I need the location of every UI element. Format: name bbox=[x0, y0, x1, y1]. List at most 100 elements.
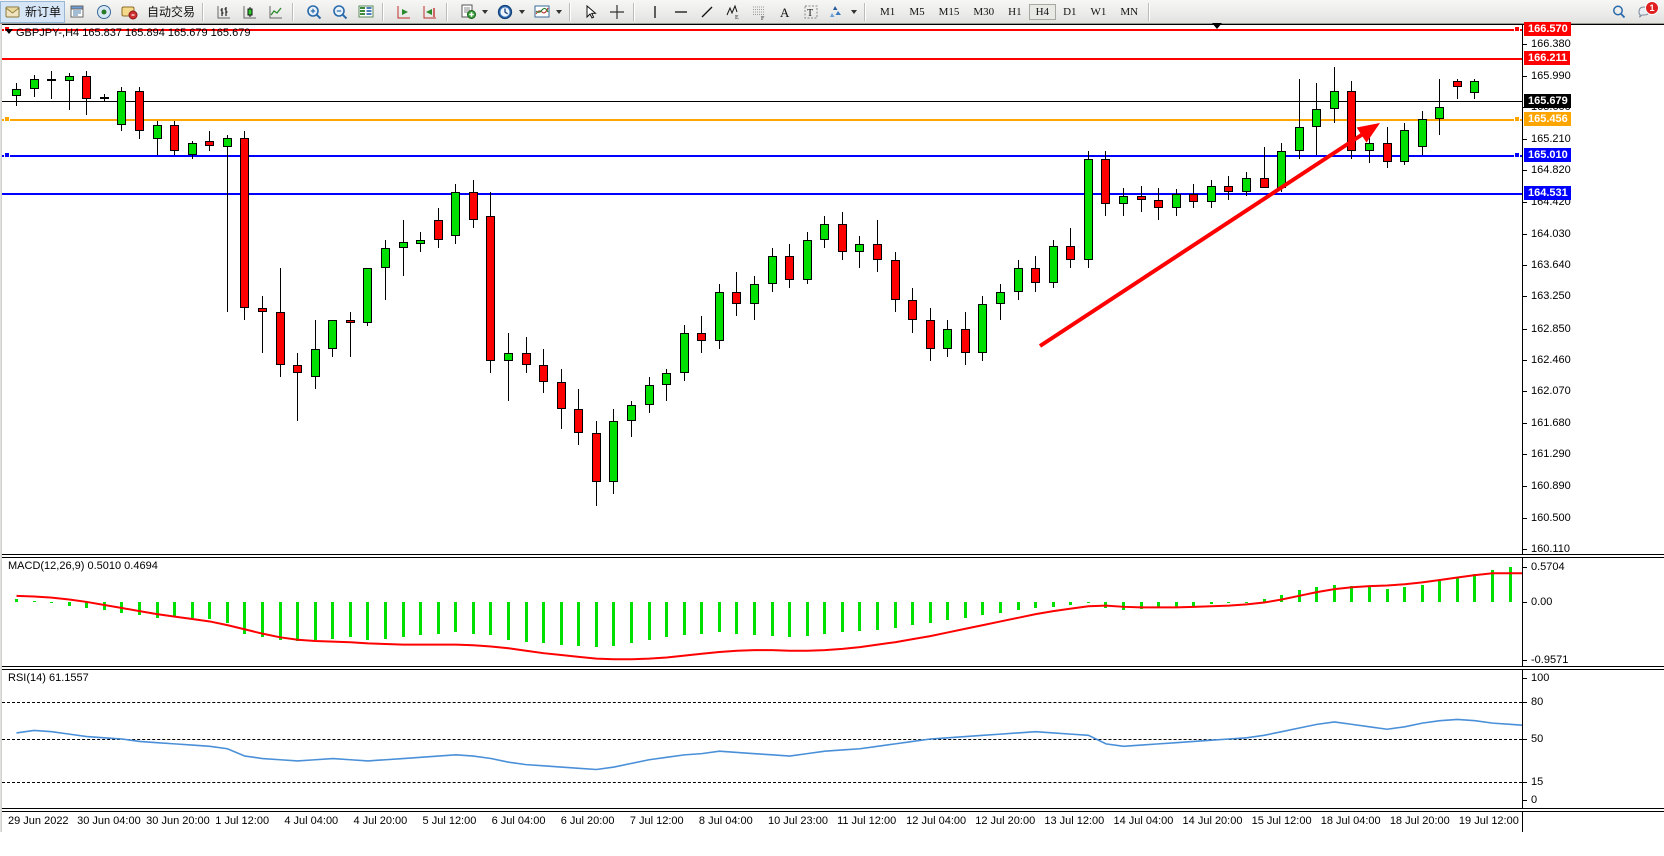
shapes-button[interactable] bbox=[824, 1, 861, 23]
cursor-button[interactable] bbox=[578, 1, 604, 23]
candlestick bbox=[64, 25, 74, 554]
entry-line-handle[interactable] bbox=[4, 115, 10, 122]
zoom-out-button[interactable] bbox=[327, 1, 353, 23]
fibonacci-button[interactable]: F bbox=[746, 1, 772, 23]
time-tick-label: 18 Jul 04:00 bbox=[1320, 815, 1381, 827]
horizontal-line-button[interactable] bbox=[668, 1, 694, 23]
price-pane[interactable]: 166.380165.990165.600165.210164.820164.4… bbox=[2, 22, 1664, 555]
last-price-price-label[interactable]: 165.679 bbox=[1524, 93, 1571, 108]
price-plot-area[interactable] bbox=[2, 25, 1522, 554]
price-tick bbox=[1523, 202, 1527, 204]
time-tick-label: 13 Jul 12:00 bbox=[1044, 815, 1105, 827]
crosshair-button[interactable] bbox=[604, 1, 630, 23]
last-price[interactable] bbox=[2, 100, 1522, 102]
timeframe-h1[interactable]: H1 bbox=[1008, 5, 1022, 18]
chevron-down-icon[interactable] bbox=[482, 9, 489, 14]
entry-line-price-label[interactable]: 165.456 bbox=[1524, 111, 1571, 126]
toolbar-separator bbox=[864, 2, 871, 21]
support-line-2[interactable] bbox=[2, 193, 1522, 196]
macd-histogram-bar bbox=[1403, 587, 1407, 602]
new-order-button[interactable]: 新订单 bbox=[0, 0, 66, 23]
line-chart-button[interactable] bbox=[263, 1, 289, 23]
support-line-1-handle[interactable] bbox=[4, 151, 10, 158]
navigator-button[interactable] bbox=[91, 1, 117, 23]
candlestick bbox=[873, 25, 883, 554]
support-line-1-handle-right[interactable] bbox=[1514, 151, 1520, 158]
resistance-line[interactable] bbox=[2, 57, 1522, 60]
timeframe-m30[interactable]: M30 bbox=[973, 5, 995, 18]
candlestick bbox=[1154, 25, 1164, 554]
timeframe-h4[interactable]: H4 bbox=[1028, 3, 1057, 20]
timeframe-w1[interactable]: W1 bbox=[1090, 5, 1107, 18]
chart-collapse-marker bbox=[1212, 23, 1222, 29]
text-label-button[interactable]: T bbox=[798, 1, 824, 23]
timeframe-mn[interactable]: MN bbox=[1120, 5, 1139, 18]
auto-scroll-button[interactable] bbox=[391, 1, 417, 23]
support-line-1-price-label[interactable]: 165.010 bbox=[1524, 147, 1571, 162]
macd-histogram-bar bbox=[296, 601, 300, 641]
macd-histogram-bar bbox=[788, 601, 792, 638]
period-button[interactable] bbox=[492, 1, 529, 23]
zoom-in-button[interactable] bbox=[301, 1, 327, 23]
candlestick bbox=[908, 25, 918, 554]
text-button[interactable]: A bbox=[772, 1, 798, 23]
vertical-line-button[interactable] bbox=[642, 1, 668, 23]
macd-histogram-bar bbox=[717, 601, 721, 633]
price-tick-label: 163.640 bbox=[1531, 258, 1571, 271]
take-profit-upper-price-label[interactable]: 166.570 bbox=[1524, 22, 1571, 37]
candlestick bbox=[416, 25, 426, 554]
time-axis[interactable]: 29 Jun 2022 30 Jun 04:00 30 Jun 20:00 1 Jul… bbox=[2, 811, 1522, 832]
chevron-down-icon[interactable] bbox=[556, 9, 563, 14]
chart-shift-button[interactable] bbox=[417, 1, 443, 23]
macd-pane[interactable]: 0.5704 0.00 -0.9571 MACD(12,26,9) 0.5010 0… bbox=[2, 557, 1664, 667]
support-line-1[interactable] bbox=[2, 154, 1522, 157]
time-tick-label: 29 Jun 2022 bbox=[8, 815, 69, 827]
candle-wick bbox=[402, 219, 404, 277]
candle-body bbox=[732, 292, 742, 305]
rsi-plot-area[interactable] bbox=[2, 670, 1522, 808]
macd-histogram-bar bbox=[911, 601, 915, 626]
take-profit-upper-handle-right[interactable] bbox=[1514, 26, 1520, 33]
timeframe-m1[interactable]: M1 bbox=[880, 5, 896, 18]
candle-wick bbox=[68, 72, 70, 110]
timeframe-d1[interactable]: D1 bbox=[1063, 5, 1077, 18]
price-axis[interactable]: 166.380165.990165.600165.210164.820164.4… bbox=[1522, 22, 1664, 555]
uptrend-arrow[interactable] bbox=[2, 25, 1522, 554]
time-tick-label: 14 Jul 04:00 bbox=[1113, 815, 1174, 827]
bar-chart-button[interactable] bbox=[211, 1, 237, 23]
trendline-button[interactable] bbox=[694, 1, 720, 23]
candlestick-chart-button[interactable] bbox=[237, 1, 263, 23]
terminal-button[interactable] bbox=[117, 1, 143, 23]
elliott-wave-button[interactable]: E bbox=[720, 1, 746, 23]
chevron-down-icon[interactable] bbox=[851, 9, 858, 14]
timeframe-m5[interactable]: M5 bbox=[909, 5, 925, 18]
macd-histogram-bar bbox=[577, 601, 581, 646]
macd-histogram-bar bbox=[1491, 570, 1495, 602]
candlestick bbox=[750, 25, 760, 554]
candlestick bbox=[1206, 25, 1216, 554]
grid-button[interactable] bbox=[353, 1, 379, 23]
templates-button[interactable] bbox=[529, 1, 566, 23]
macd-plot-area[interactable] bbox=[2, 558, 1522, 666]
timeframe-m15[interactable]: M15 bbox=[938, 5, 960, 18]
take-profit-upper[interactable] bbox=[2, 29, 1522, 32]
entry-line-handle-right[interactable] bbox=[1514, 115, 1520, 122]
add-indicator-button[interactable] bbox=[455, 1, 492, 23]
candlestick bbox=[12, 25, 21, 554]
support-line-2-price-label[interactable]: 164.531 bbox=[1524, 186, 1571, 201]
entry-line[interactable] bbox=[2, 118, 1522, 121]
rsi-pane[interactable]: 100 80 50 15 0 RSI(14) 61.1557 bbox=[2, 669, 1664, 809]
alert-button[interactable]: 1 bbox=[1632, 0, 1659, 23]
chevron-down-icon[interactable] bbox=[519, 9, 526, 14]
chart-menu-arrow-icon[interactable] bbox=[5, 29, 13, 34]
macd-histogram-bar bbox=[1069, 601, 1073, 605]
chart-window[interactable]: 166.380165.990165.600165.210164.820164.4… bbox=[0, 22, 1664, 856]
candle-wick bbox=[1439, 78, 1441, 136]
resistance-line-price-label[interactable]: 166.211 bbox=[1524, 50, 1571, 65]
rsi-tick bbox=[1523, 800, 1527, 801]
search-button[interactable] bbox=[1606, 1, 1632, 23]
candlestick bbox=[943, 25, 953, 554]
data-window-button[interactable] bbox=[65, 1, 91, 23]
candle-body bbox=[451, 191, 461, 236]
auto-trading-button[interactable]: 自动交易 bbox=[143, 1, 199, 23]
